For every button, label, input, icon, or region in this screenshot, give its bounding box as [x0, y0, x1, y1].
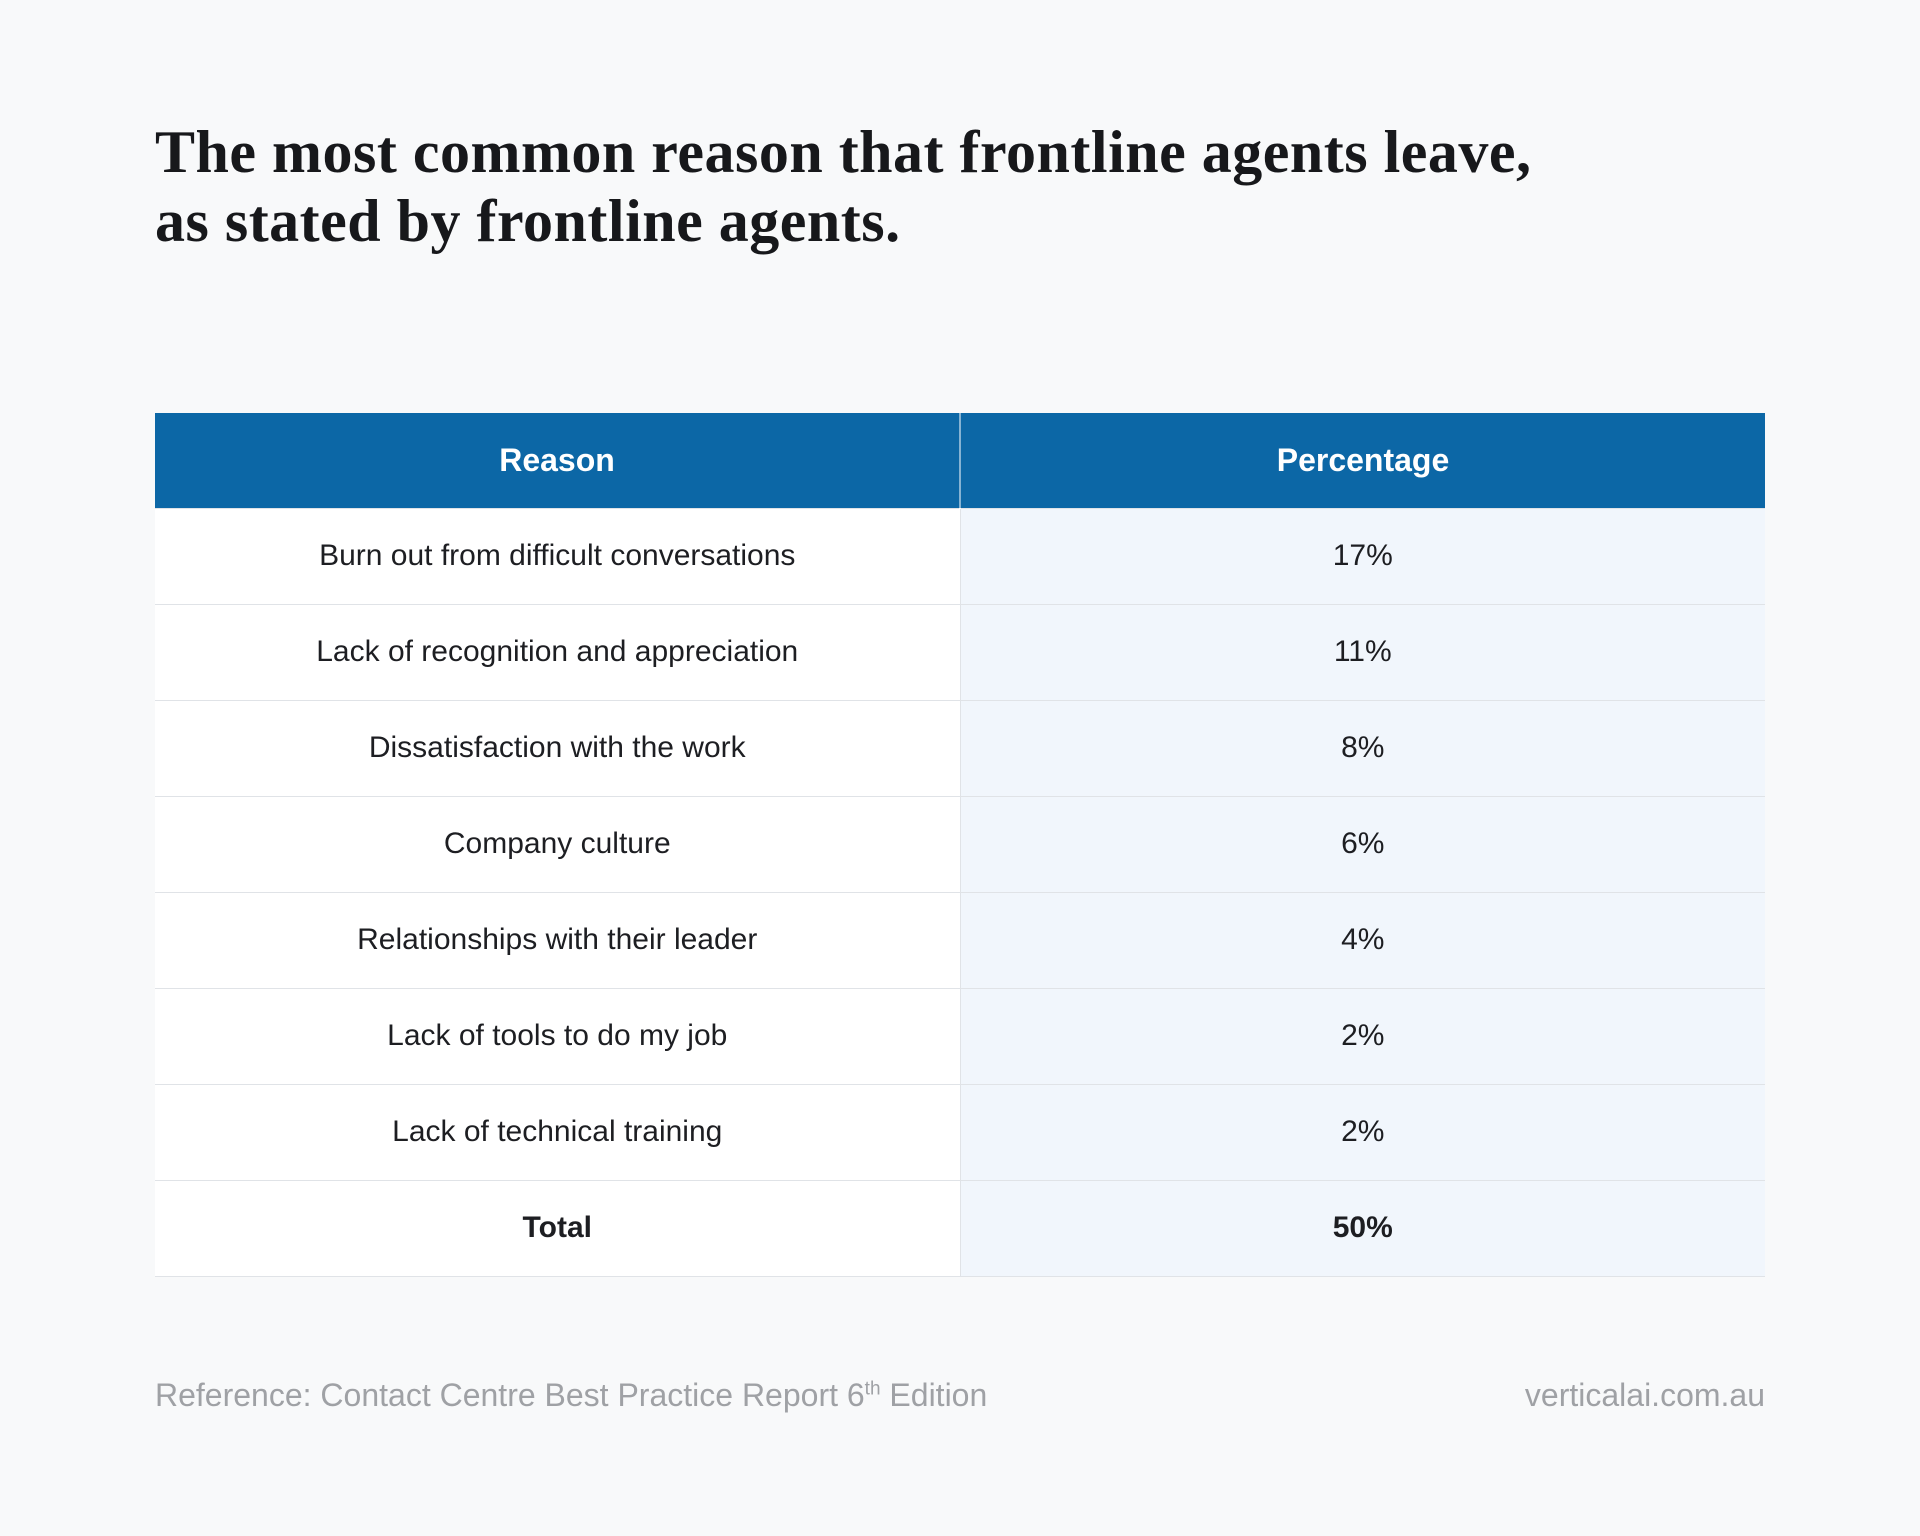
- reasons-table: Reason Percentage Burn out from difficul…: [155, 413, 1765, 1277]
- percentage-cell: 8%: [960, 699, 1765, 796]
- reason-column-header: Reason: [155, 413, 961, 508]
- percentage-cell: 4%: [960, 891, 1765, 988]
- page-title: The most common reason that frontline ag…: [155, 118, 1765, 256]
- reason-cell: Company culture: [155, 795, 961, 892]
- footer: Reference: Contact Centre Best Practice …: [155, 1377, 1765, 1414]
- reason-cell: Relationships with their leader: [155, 891, 961, 988]
- percentage-cell: 17%: [960, 507, 1765, 604]
- percentage-cell: 2%: [960, 987, 1765, 1084]
- reason-cell: Total: [155, 1179, 961, 1277]
- page-title-line-2: as stated by frontline agents.: [155, 188, 901, 254]
- percentage-cell: 2%: [960, 1083, 1765, 1180]
- page-title-line-1: The most common reason that frontline ag…: [155, 119, 1532, 185]
- table-body: Burn out from difficult conversations 17%…: [155, 507, 1765, 1277]
- reason-cell: Lack of technical training: [155, 1083, 961, 1180]
- table-header-row: Reason Percentage: [155, 413, 1765, 508]
- reason-cell: Burn out from difficult conversations: [155, 507, 961, 604]
- table-row: Lack of tools to do my job 2%: [155, 987, 1765, 1084]
- table-row: Company culture 6%: [155, 795, 1765, 892]
- reference-ordinal-suffix: th: [864, 1377, 881, 1399]
- table-row: Dissatisfaction with the work 8%: [155, 699, 1765, 796]
- table-row: Burn out from difficult conversations 17%: [155, 507, 1765, 604]
- reference-text: Reference: Contact Centre Best Practice …: [155, 1377, 987, 1414]
- reference-text-prefix: Reference: Contact Centre Best Practice …: [155, 1376, 865, 1413]
- reference-text-suffix: Edition: [880, 1376, 988, 1413]
- reason-cell: Lack of tools to do my job: [155, 987, 961, 1084]
- table-row: Lack of recognition and appreciation 11%: [155, 603, 1765, 700]
- reason-cell: Dissatisfaction with the work: [155, 699, 961, 796]
- percentage-cell: 6%: [960, 795, 1765, 892]
- percentage-cell: 11%: [960, 603, 1765, 700]
- infographic: The most common reason that frontline ag…: [155, 0, 1765, 1414]
- website-text: verticalai.com.au: [1524, 1376, 1765, 1413]
- table-row: Lack of technical training 2%: [155, 1083, 1765, 1180]
- reason-cell: Lack of recognition and appreciation: [155, 603, 961, 700]
- table-row: Relationships with their leader 4%: [155, 891, 1765, 988]
- percentage-cell: 50%: [960, 1179, 1765, 1277]
- percentage-column-header: Percentage: [960, 413, 1765, 508]
- table-total-row: Total 50%: [155, 1179, 1765, 1277]
